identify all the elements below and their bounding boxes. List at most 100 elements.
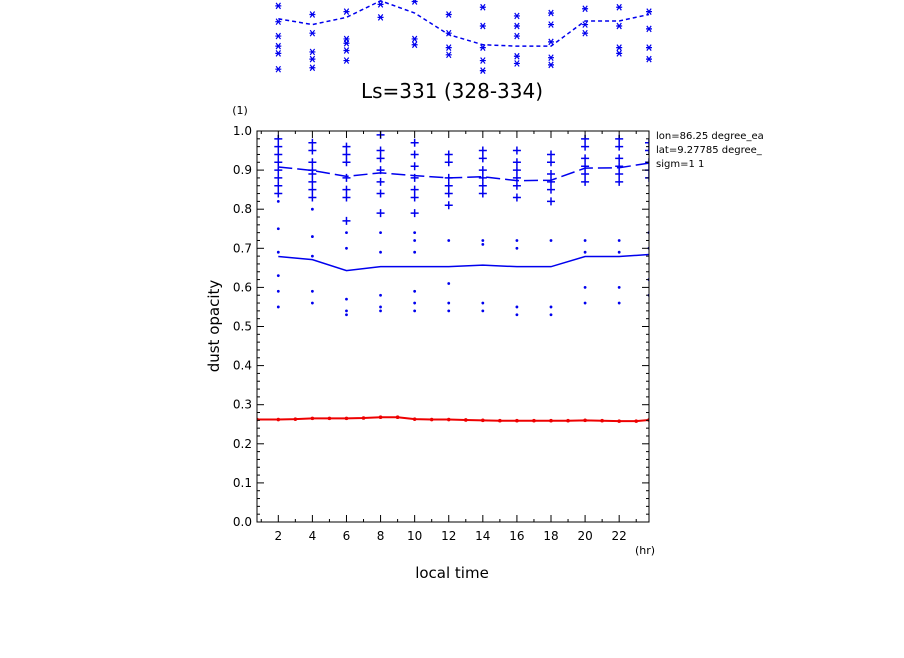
blue-plus-point	[478, 146, 487, 155]
previous-panel-star-point	[548, 9, 554, 17]
axes: 0.0 0.1 0.2 0.3 0.4 0.5 0.6 0.7 0.8 0.9 1.0 2 4 6 8 10 1…	[233, 124, 650, 543]
blue-plus-point	[444, 189, 453, 198]
blue-plus-point	[512, 181, 521, 190]
blue-dot-point	[345, 297, 348, 301]
y-tick-label: 0.0	[233, 515, 252, 529]
red-series-point	[344, 416, 349, 421]
previous-panel-star-point	[343, 57, 350, 64]
blue-plus-point	[376, 146, 385, 155]
previous-panel-star-point	[343, 47, 350, 54]
red-series-line	[257, 416, 649, 423]
red-series-point	[327, 416, 332, 421]
blue-dot-point	[379, 309, 382, 313]
blue-dot-point	[549, 313, 553, 317]
previous-panel-star-point	[309, 55, 316, 63]
previous-panel-star-point	[548, 54, 554, 62]
x-axis-unit: (hr)	[635, 544, 655, 557]
blue-dot-point	[345, 246, 348, 250]
previous-panel-star-point	[411, 0, 418, 5]
blue-plus-point	[410, 193, 419, 202]
blue-dot-point	[447, 239, 451, 242]
blue-dot-point	[617, 286, 621, 289]
blue-plus-point	[308, 185, 317, 194]
blue-plus-point	[274, 181, 283, 190]
red-series-point	[446, 417, 451, 422]
y-axis-unit: (1)	[232, 104, 248, 117]
blue-plus-point	[274, 189, 283, 198]
previous-panel-star-point	[646, 8, 652, 15]
x-tick-label: 22	[612, 529, 627, 543]
red-series-point	[412, 417, 417, 421]
red-series-point	[634, 419, 639, 423]
previous-panel-star-point	[445, 11, 452, 18]
blue-plus-point	[308, 138, 317, 147]
x-tick-label: 2	[274, 529, 282, 543]
y-tick-label: 0.7	[233, 241, 252, 255]
previous-panel-star-point	[309, 48, 316, 56]
blue-dot-point	[276, 250, 280, 254]
red-series-point	[481, 418, 485, 423]
info-sigma: sigm=1 1	[656, 159, 704, 170]
previous-panel-star-point	[275, 18, 282, 26]
previous-panel-star-point	[513, 12, 520, 20]
y-tick-label: 0.4	[233, 359, 252, 373]
red-series-point	[361, 416, 366, 420]
y-tick-label: 0.1	[233, 476, 252, 490]
blue-dot-point	[413, 239, 417, 242]
blue-plus-point	[342, 142, 351, 151]
blue-plus-point	[342, 185, 351, 194]
blue-dot-point	[310, 207, 314, 211]
blue-plus-point	[274, 150, 283, 159]
red-series-point	[549, 418, 553, 423]
previous-panel-star-point	[646, 25, 652, 33]
blue-plus-point	[410, 138, 419, 147]
previous-panel-star-point	[616, 44, 623, 51]
red-series-point	[395, 415, 400, 420]
blue-plus-point	[308, 193, 317, 202]
red-series-point	[515, 418, 519, 423]
blue-plus-point	[376, 166, 385, 175]
red-series-point	[532, 418, 536, 423]
red-series-point	[583, 418, 587, 423]
previous-panel-star-point	[582, 29, 589, 37]
previous-panel-star-point	[513, 32, 520, 40]
blue-dot-point	[379, 293, 382, 297]
previous-panel-star-point	[445, 29, 452, 37]
blue-plus-point	[478, 166, 487, 175]
previous-panel-star-point	[275, 50, 282, 57]
y-tick-label: 1.0	[233, 124, 252, 138]
blue-plus-point	[547, 150, 555, 159]
blue-dot-point	[276, 305, 280, 309]
blue-dot-point	[276, 227, 280, 231]
blue-dot-point	[481, 242, 485, 246]
blue-plus-point	[274, 142, 283, 151]
y-axis-label: dust opacity	[205, 280, 223, 373]
blue-plus-point	[308, 177, 317, 186]
blue-plus-point	[547, 197, 555, 206]
blue-dot-point	[345, 231, 348, 235]
blue-plus-point	[478, 154, 487, 163]
blue-dot-point	[276, 199, 280, 203]
previous-panel-star-point	[343, 39, 350, 47]
blue-plus-point	[645, 146, 649, 155]
previous-panel-star-point	[479, 3, 486, 11]
blue-plus-point	[274, 173, 283, 182]
blue-dot-point	[276, 274, 280, 278]
blue-dot-point	[549, 239, 553, 242]
blue-plus-point	[581, 177, 590, 186]
blue-plus-point	[444, 158, 453, 167]
blue-dot-point	[310, 254, 314, 258]
previous-panel-star-point	[616, 50, 623, 57]
previous-panel-star-point	[616, 22, 623, 30]
blue-dot-point	[583, 250, 587, 254]
previous-panel-star-point	[582, 21, 589, 28]
previous-panel-star-point	[411, 35, 418, 43]
red-series-point	[429, 417, 434, 422]
y-tick-label: 0.8	[233, 202, 252, 216]
blue-dot-point	[345, 309, 348, 313]
blue-plus-point	[274, 158, 283, 167]
previous-panel-star-point	[275, 42, 282, 50]
blue-plus-point	[581, 142, 590, 151]
blue-dot-point	[276, 289, 280, 293]
